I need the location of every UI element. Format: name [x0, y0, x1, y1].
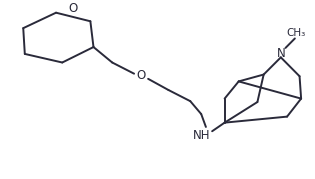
Text: N: N [277, 47, 285, 61]
Text: O: O [69, 2, 78, 15]
Text: O: O [137, 69, 146, 82]
Text: NH: NH [193, 129, 211, 142]
Text: CH₃: CH₃ [287, 28, 306, 38]
